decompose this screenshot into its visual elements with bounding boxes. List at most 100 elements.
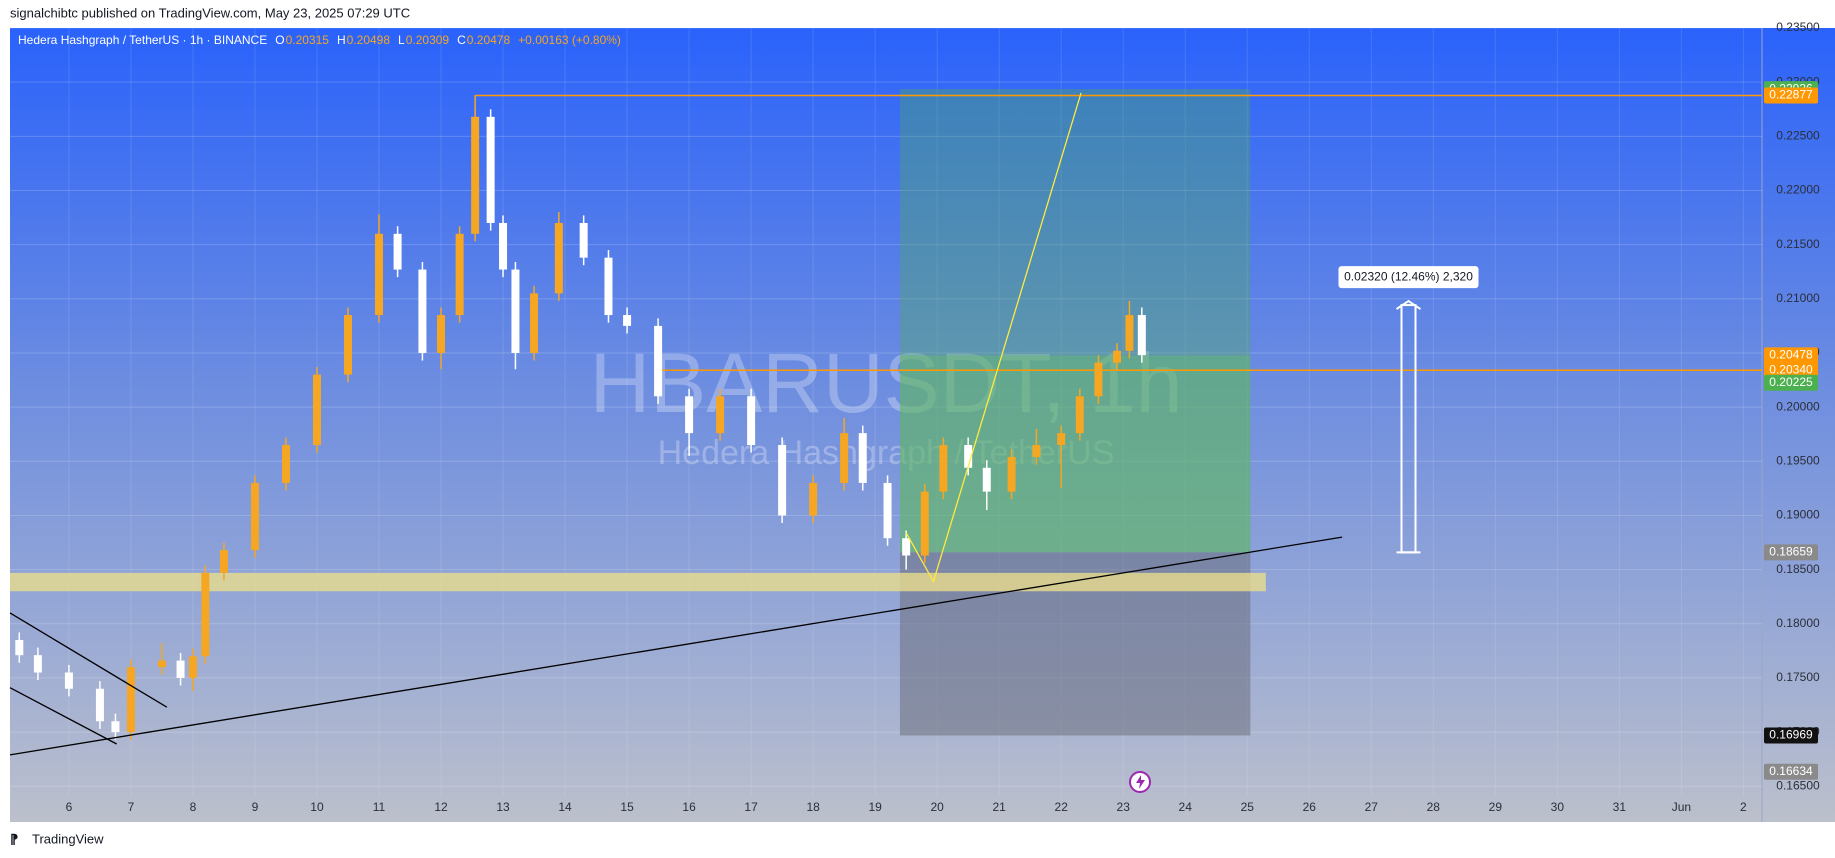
candle-body <box>126 667 135 733</box>
x-tick-label: 7 <box>128 800 135 814</box>
x-tick-label: 9 <box>252 800 259 814</box>
candle-body <box>1125 315 1134 351</box>
candle-body <box>778 445 787 516</box>
x-tick-label: 15 <box>620 800 634 814</box>
candle-body <box>1094 362 1103 397</box>
candle-body <box>579 222 588 258</box>
x-tick-label: 27 <box>1365 800 1379 814</box>
candle-body <box>902 538 911 556</box>
legend-c: 0.20478 <box>467 33 511 47</box>
candle-body <box>418 269 427 353</box>
candle-body <box>157 660 166 668</box>
candle-body <box>939 445 948 492</box>
candle-body <box>64 672 73 689</box>
candle-body <box>375 233 384 316</box>
price-tag <box>1764 544 1818 561</box>
price-tag-label: 0.16634 <box>1769 764 1813 778</box>
x-tick-label: 12 <box>434 800 448 814</box>
x-tick-label: 22 <box>1055 800 1069 814</box>
x-tick-label: 30 <box>1551 800 1565 814</box>
x-tick-label: 25 <box>1241 800 1255 814</box>
candle-body <box>15 640 24 656</box>
x-tick-label: 19 <box>868 800 882 814</box>
candle-body <box>393 233 402 270</box>
trend-line <box>9 687 117 745</box>
price-tag <box>1764 87 1818 104</box>
legend-change: +0.00163 (+0.80%) <box>518 33 621 47</box>
plot: 0.165000.170000.175000.180000.185000.190… <box>9 20 1820 814</box>
event-bolt <box>1136 775 1145 789</box>
legend-c-key: C <box>457 33 466 47</box>
candle-body <box>604 257 613 316</box>
x-tick-label: Jun <box>1672 800 1691 814</box>
candle-body <box>964 445 973 468</box>
measure-label: 0.02320 (12.46%) 2,320 <box>1344 269 1473 283</box>
x-tick-label: 13 <box>496 800 510 814</box>
legend-l: 0.20309 <box>406 33 450 47</box>
x-tick-label: 11 <box>373 800 386 814</box>
price-tag-label: 0.16969 <box>1769 728 1813 742</box>
candle-body <box>33 655 42 673</box>
candle-body <box>95 688 104 722</box>
y-tick-label: 0.18500 <box>1776 562 1820 576</box>
x-tick-label: 21 <box>993 800 1007 814</box>
y-tick-label: 0.22000 <box>1776 183 1820 197</box>
candle-body <box>486 116 495 223</box>
candle-body <box>176 660 185 678</box>
candle-body <box>1113 350 1122 363</box>
candle-body <box>809 482 818 516</box>
x-tick-label: 24 <box>1179 800 1193 814</box>
x-tick-label: 6 <box>66 800 73 814</box>
legend-symbol: Hedera Hashgraph / TetherUS · 1h · BINAN… <box>18 33 267 47</box>
candle-body <box>343 315 352 375</box>
footer-logo: ⁋ <box>10 831 18 846</box>
x-tick-label: 14 <box>558 800 572 814</box>
x-tick-label: 26 <box>1303 800 1317 814</box>
published-note: signalchibtc published on TradingView.co… <box>10 5 410 20</box>
y-tick-label: 0.18000 <box>1776 616 1820 630</box>
candle-body <box>111 721 120 733</box>
price-tag <box>1764 727 1818 744</box>
candle-body <box>530 293 539 353</box>
price-tag-label: 0.18659 <box>1769 545 1813 559</box>
x-tick-label: 18 <box>806 800 820 814</box>
candle-body <box>623 315 632 326</box>
price-tag <box>1764 362 1818 379</box>
legend-l-key: L <box>398 33 405 47</box>
y-tick-label: 0.23500 <box>1776 20 1820 34</box>
candle-body <box>1032 445 1041 457</box>
candle-body <box>219 550 228 573</box>
candle-body <box>883 482 892 539</box>
candle-body <box>201 572 210 657</box>
y-tick-label: 0.19000 <box>1776 508 1820 522</box>
target-zone <box>899 89 1251 553</box>
measure-label-box <box>1338 266 1479 289</box>
measure-arrowhead <box>1395 299 1422 310</box>
legend-h: 0.20498 <box>347 33 391 47</box>
candle-body <box>312 374 321 446</box>
y-tick-label: 0.21000 <box>1776 291 1820 305</box>
x-tick-label: 23 <box>1117 800 1131 814</box>
price-tag <box>1764 763 1818 780</box>
y-tick-label: 0.17500 <box>1776 670 1820 684</box>
price-tag <box>1764 374 1818 391</box>
candle-body <box>499 222 508 270</box>
candle-body <box>920 491 929 556</box>
candle-body <box>437 315 446 353</box>
candle-body <box>554 222 563 294</box>
y-tick-label: 0.16500 <box>1776 778 1820 792</box>
progress-zone <box>899 355 1251 553</box>
trend-line <box>9 536 1343 756</box>
candle-body <box>747 396 756 446</box>
x-tick-label: 16 <box>682 800 696 814</box>
candle-body <box>1075 396 1084 434</box>
x-tick-label: 29 <box>1489 800 1503 814</box>
candle-body <box>511 269 520 353</box>
y-tick-label: 0.20000 <box>1776 399 1820 413</box>
price-tag-label: 0.20340 <box>1769 362 1813 376</box>
price-tag-label: 0.20225 <box>1769 375 1813 389</box>
price-tag-label: 0.22877 <box>1769 88 1813 102</box>
legend: Hedera Hashgraph / TetherUS · 1h · BINAN… <box>18 33 621 47</box>
